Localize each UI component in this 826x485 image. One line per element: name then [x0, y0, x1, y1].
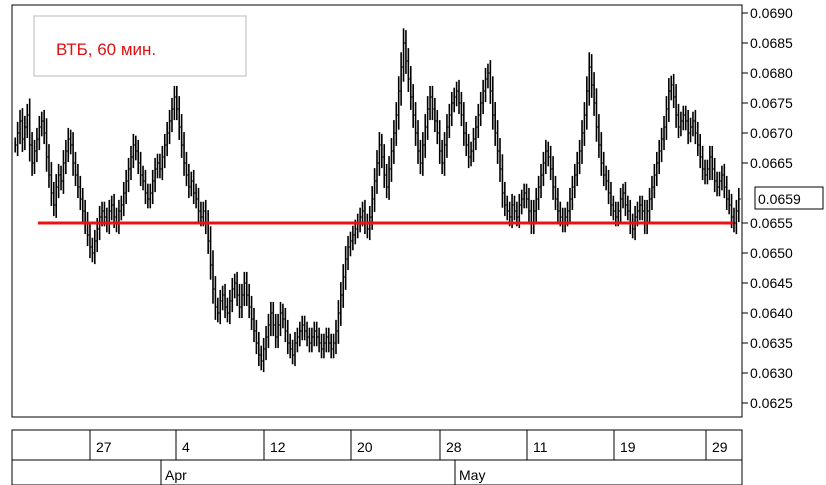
- last-value-label: 0.0659: [758, 191, 801, 207]
- day-tick-label: 4: [182, 439, 190, 455]
- month-tick-label: Apr: [165, 467, 187, 483]
- price-tick-label: 0.0630: [750, 365, 793, 381]
- price-bars: [14, 28, 741, 373]
- price-tick-label: 0.0690: [750, 5, 793, 21]
- price-tick-label: 0.0670: [750, 125, 793, 141]
- last-value-box: [754, 186, 824, 210]
- title-box: [33, 15, 247, 77]
- price-tick-label: 0.0665: [750, 155, 793, 171]
- price-tick-label: 0.0645: [750, 275, 793, 291]
- price-axis: 0.0690 0.0685 0.0680 0.0675 0.0670 0.0665 0.06…: [742, 5, 793, 411]
- day-tick-label: 20: [357, 439, 373, 455]
- price-tick-label: 0.0640: [750, 305, 793, 321]
- price-tick-label: 0.0680: [750, 65, 793, 81]
- day-tick-label: 11: [533, 439, 548, 455]
- price-tick-label: 0.0655: [750, 215, 793, 231]
- price-tick-label: 0.0675: [750, 95, 793, 111]
- day-tick-label: 19: [620, 439, 636, 455]
- month-tick-label: May: [459, 467, 485, 483]
- day-tick-label: 28: [446, 439, 462, 455]
- price-tick-label: 0.0650: [750, 245, 793, 261]
- month-ticks: Apr May: [160, 460, 485, 485]
- date-axis: 27 4 12 20 28 11 19 29 Apr May: [11, 429, 743, 485]
- day-tick-label: 29: [712, 439, 728, 455]
- day-ticks: 27 4 12 20 28 11 19 29: [89, 430, 728, 460]
- day-tick-label: 12: [270, 439, 286, 455]
- day-tick-label: 27: [96, 439, 112, 455]
- chart-title: ВТБ, 60 мин.: [56, 40, 156, 59]
- date-axis-frame: [11, 429, 743, 485]
- price-tick-label: 0.0635: [750, 335, 793, 351]
- price-tick-label: 0.0625: [750, 395, 793, 411]
- price-tick-label: 0.0685: [750, 35, 793, 51]
